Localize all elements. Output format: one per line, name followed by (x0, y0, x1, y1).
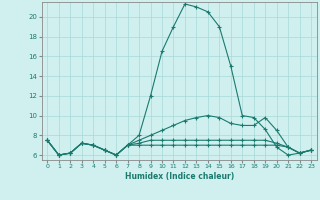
X-axis label: Humidex (Indice chaleur): Humidex (Indice chaleur) (124, 172, 234, 181)
